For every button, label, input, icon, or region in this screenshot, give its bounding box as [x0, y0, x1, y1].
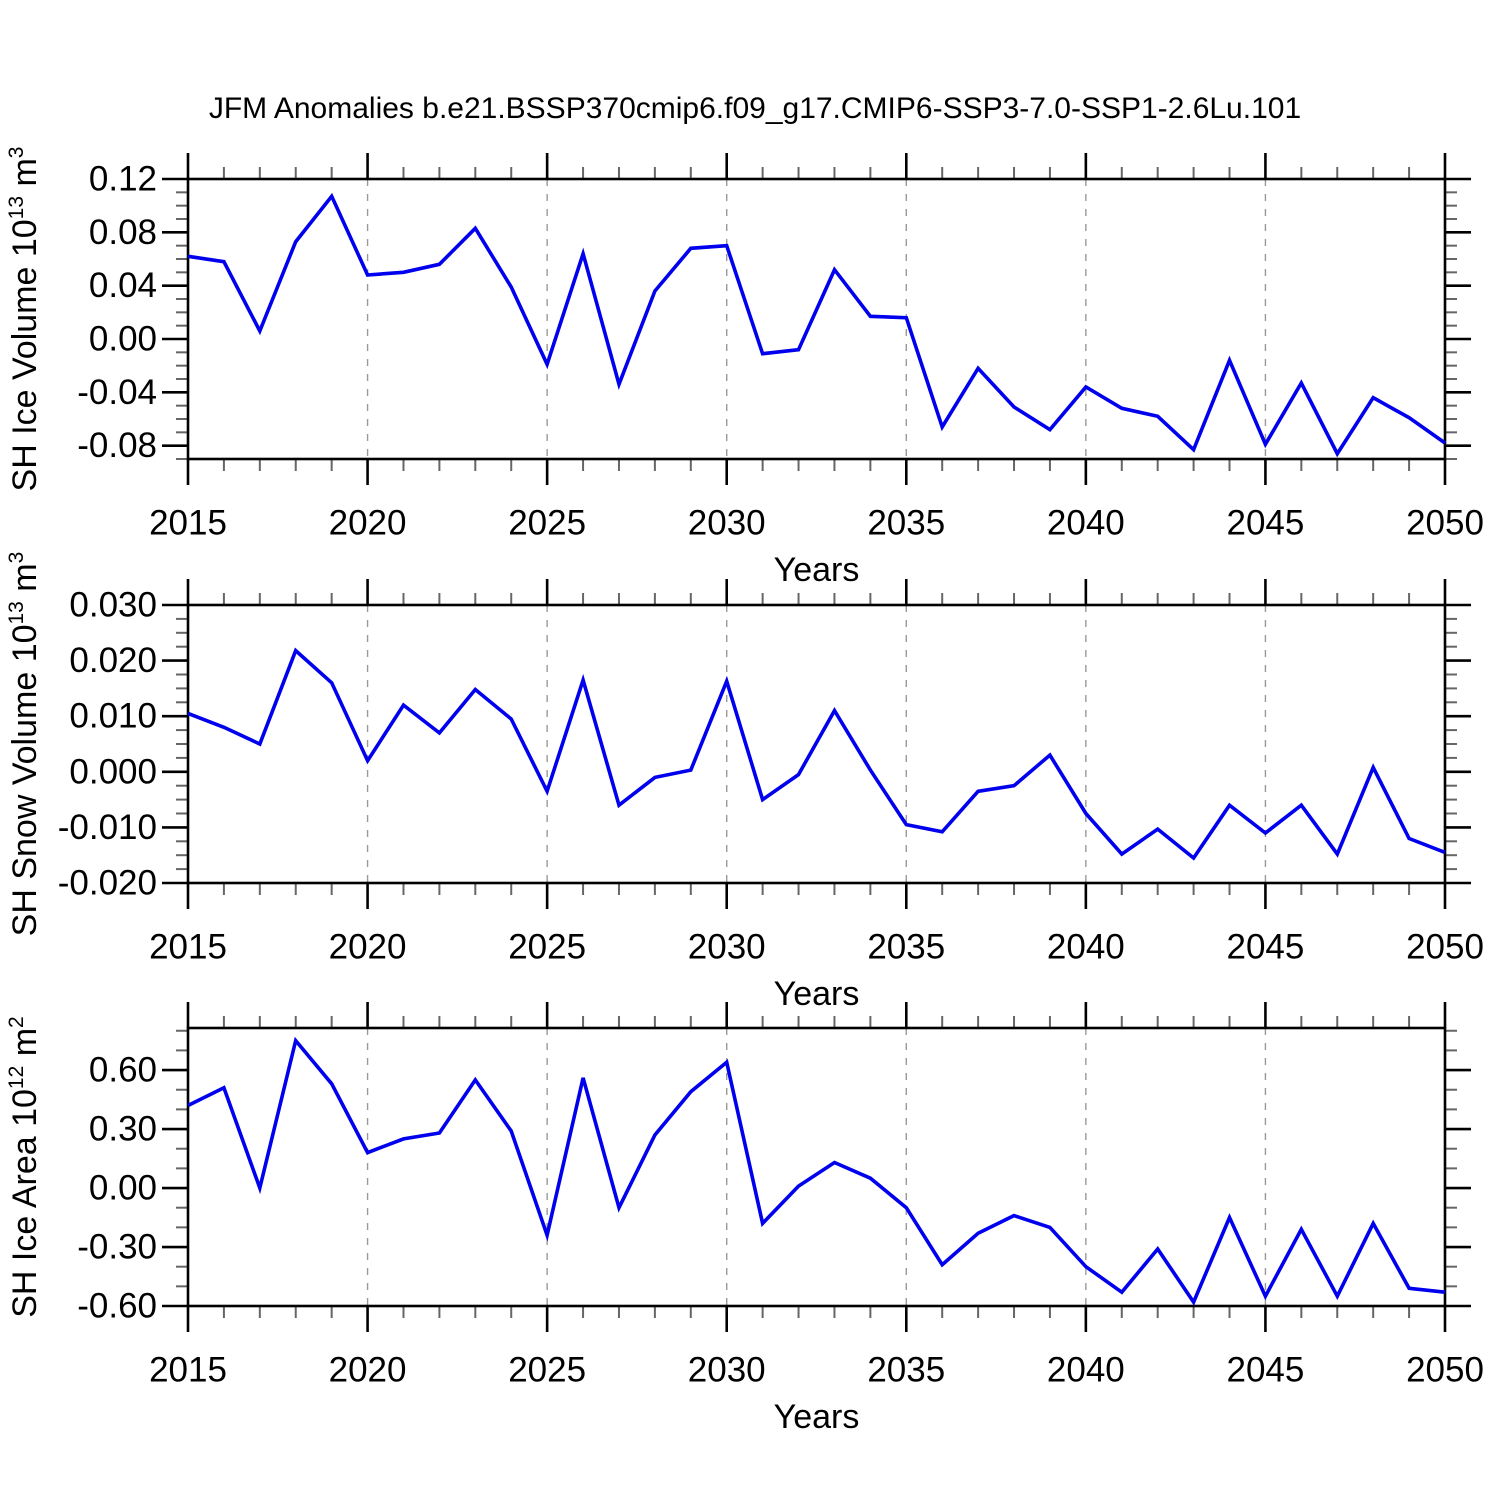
plot-box [186, 1026, 1447, 1308]
y-tick-label: 0.04 [89, 266, 157, 305]
x-tick-label: 2020 [329, 928, 407, 967]
x-tick-label: 2020 [329, 1351, 407, 1390]
y-tick-label: 0.00 [89, 1169, 157, 1208]
x-tick-label: 2045 [1226, 928, 1304, 967]
y-axis-title: SH Ice Area 1012 m2 [5, 1016, 44, 1318]
y-tick-label: 0.08 [89, 213, 157, 252]
figure-title: JFM Anomalies b.e21.BSSP370cmip6.f09_g17… [208, 92, 1302, 125]
x-tick-label: 2035 [867, 928, 945, 967]
x-axis-title: Years [774, 551, 860, 589]
x-tick-label: 2025 [508, 928, 586, 967]
x-tick-label: 2045 [1226, 504, 1304, 543]
panel-sh-ice-area: 2015 2020 2025 2030 2035 2040 2045 2050 0.60 0.30… [5, 1002, 1484, 1436]
x-tick-label: 2050 [1406, 504, 1484, 543]
y-tick-label: 0.020 [69, 641, 157, 680]
x-tick-label: 2030 [688, 1351, 766, 1390]
x-tick-label: 2035 [867, 1351, 945, 1390]
y-tick-label: 0.00 [89, 320, 157, 359]
x-tick-label: 2015 [149, 1351, 227, 1390]
y-tick-label: -0.04 [77, 373, 157, 412]
x-tick-label: 2025 [508, 1351, 586, 1390]
y-tick-label: 0.000 [69, 752, 157, 791]
y-axis-title: SH Ice Volume 1013 m3 [5, 147, 44, 492]
x-tick-label: 2030 [688, 504, 766, 543]
x-tick-label: 2040 [1047, 1351, 1125, 1390]
x-axis-title: Years [774, 1398, 860, 1436]
x-tick-label: 2015 [149, 928, 227, 967]
x-axis-title: Years [774, 975, 860, 1013]
y-tick-label: 0.60 [89, 1051, 157, 1090]
y-tick-label: 0.010 [69, 697, 157, 736]
y-tick-label: -0.010 [58, 808, 157, 847]
x-tick-label: 2045 [1226, 1351, 1304, 1390]
y-tick-label: 0.12 [89, 160, 157, 199]
x-tick-label: 2020 [329, 504, 407, 543]
sh-snow-volume-line [187, 647, 1446, 861]
y-tick-label: -0.08 [77, 426, 157, 465]
y-tick-label: -0.30 [77, 1228, 157, 1267]
x-tick-label: 2050 [1406, 1351, 1484, 1390]
plot-box [186, 177, 1447, 461]
plot-box [186, 603, 1447, 885]
x-tick-label: 2025 [508, 504, 586, 543]
y-tick-label: 0.30 [89, 1110, 157, 1149]
x-tick-label: 2050 [1406, 928, 1484, 967]
y-tick-label: -0.60 [77, 1287, 157, 1326]
x-tick-label: 2040 [1047, 504, 1125, 543]
y-tick-label: -0.020 [58, 864, 157, 903]
y-axis-title: SH Snow Volume 1013 m3 [5, 552, 44, 937]
panel-sh-ice-volume: 2015 2020 2025 2030 2035 2040 2045 2050 0.12 0.08… [5, 147, 1484, 589]
panel-sh-snow-volume: 2015 2020 2025 2030 2035 2040 2045 2050 0.030 0.0… [5, 552, 1484, 1013]
x-tick-label: 2030 [688, 928, 766, 967]
y-tick-label: 0.030 [69, 586, 157, 625]
x-tick-label: 2035 [867, 504, 945, 543]
sh-ice-area-line [187, 1036, 1446, 1306]
x-tick-label: 2015 [149, 504, 227, 543]
sh-ice-volume-line [187, 192, 1447, 458]
x-tick-label: 2040 [1047, 928, 1125, 967]
